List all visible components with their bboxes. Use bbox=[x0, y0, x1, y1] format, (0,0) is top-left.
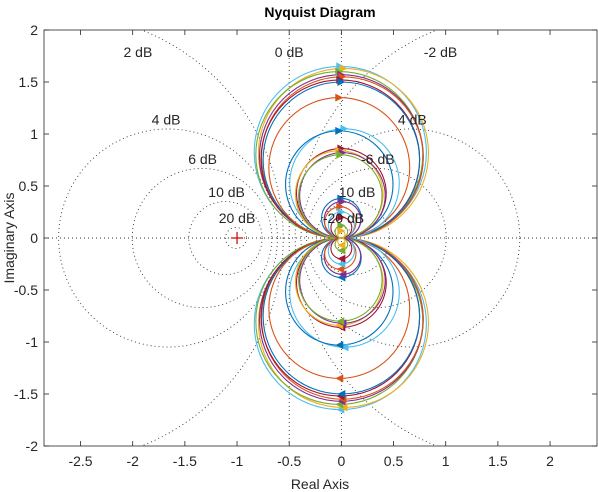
m-circle-label: 4 dB bbox=[152, 111, 181, 127]
direction-arrow-upper bbox=[336, 150, 345, 159]
direction-arrow-lower bbox=[340, 343, 349, 352]
y-tick-label: -0.5 bbox=[14, 282, 38, 298]
direction-arrow-lower bbox=[335, 374, 344, 383]
y-tick-label: -1.5 bbox=[14, 386, 38, 402]
direction-arrow-lower bbox=[339, 403, 348, 412]
m-circle-label: 0 dB bbox=[275, 44, 304, 60]
direction-arrow-lower bbox=[337, 260, 346, 268]
y-tick-label: 1.5 bbox=[19, 74, 39, 90]
m-circle-label: 4 dB bbox=[398, 111, 427, 127]
m-circle bbox=[131, 167, 273, 309]
direction-arrow-upper bbox=[338, 197, 347, 206]
x-tick-label: 2 bbox=[546, 453, 554, 469]
x-tick-label: 0 bbox=[337, 453, 345, 469]
y-tick-label: 0 bbox=[30, 230, 38, 246]
x-tick-label: -2.5 bbox=[68, 453, 92, 469]
x-tick-label: 1 bbox=[442, 453, 450, 469]
m-circle bbox=[294, 30, 439, 446]
direction-arrow-lower bbox=[337, 246, 346, 255]
m-circle-label: 6 dB bbox=[188, 151, 217, 167]
y-tick-label: 2 bbox=[30, 22, 38, 38]
direction-markers bbox=[335, 62, 349, 414]
direction-arrow-lower bbox=[335, 341, 344, 350]
direction-arrow-lower bbox=[337, 390, 346, 398]
m-circle-grid bbox=[44, 30, 597, 446]
direction-arrow-upper bbox=[337, 78, 346, 86]
x-tick-label: -2 bbox=[126, 453, 139, 469]
y-tick-label: -2 bbox=[26, 438, 39, 454]
direction-arrow-upper bbox=[337, 208, 346, 216]
y-tick-label: 1 bbox=[30, 126, 38, 142]
direction-arrow-lower bbox=[337, 254, 346, 263]
m-circle-label: 10 dB bbox=[208, 184, 245, 200]
m-circle-label: -20 dB bbox=[323, 210, 364, 226]
direction-arrow-upper bbox=[337, 226, 346, 235]
m-circle bbox=[300, 128, 521, 348]
x-tick-label: -0.5 bbox=[277, 453, 301, 469]
direction-arrow-upper bbox=[335, 67, 344, 76]
m-circle-label: -2 dB bbox=[424, 44, 457, 60]
direction-arrow-lower bbox=[337, 241, 346, 250]
direction-arrow-upper bbox=[335, 93, 344, 102]
direction-arrow-upper bbox=[337, 213, 346, 222]
m-circle bbox=[140, 30, 284, 446]
direction-arrow-upper bbox=[339, 64, 348, 73]
axis-ticks: -2.5 -2 -1.5 -1 -0.5 0 0.5 1 1.5 2 -2 -1.5 -1 -0.5 0 0.… bbox=[14, 22, 597, 469]
direction-arrow-lower bbox=[336, 265, 345, 274]
y-axis-label: Imaginary Axis bbox=[1, 192, 17, 283]
y-tick-label: 0.5 bbox=[19, 178, 39, 194]
m-circle bbox=[58, 128, 278, 348]
x-tick-label: -1.5 bbox=[173, 453, 197, 469]
x-tick-label: 0.5 bbox=[384, 453, 404, 469]
critical-point-marker bbox=[231, 232, 244, 244]
m-circle-label: 20 dB bbox=[219, 210, 256, 226]
m-circle bbox=[306, 167, 447, 309]
m-circle bbox=[188, 201, 263, 275]
m-circle-label: -6 dB bbox=[361, 151, 394, 167]
chart-title: Nyquist Diagram bbox=[264, 4, 375, 20]
direction-arrow-upper bbox=[337, 221, 346, 230]
x-tick-label: 1.5 bbox=[488, 453, 508, 469]
x-tick-label: -1 bbox=[231, 453, 244, 469]
direction-arrow-lower bbox=[338, 270, 347, 279]
m-circle bbox=[224, 227, 247, 249]
m-circle bbox=[315, 201, 391, 275]
direction-arrow-upper bbox=[335, 126, 344, 135]
y-tick-label: -1 bbox=[26, 334, 39, 350]
m-circle-labels: 2 dB 0 dB -2 dB 4 dB 4 dB 6 dB -6 dB 10 dB 10 dB… bbox=[123, 44, 457, 226]
m-circle-label: 10 dB bbox=[339, 184, 376, 200]
m-circle-label: 2 dB bbox=[123, 44, 152, 60]
x-axis-label: Real Axis bbox=[291, 476, 349, 492]
direction-arrow-lower bbox=[336, 317, 345, 326]
